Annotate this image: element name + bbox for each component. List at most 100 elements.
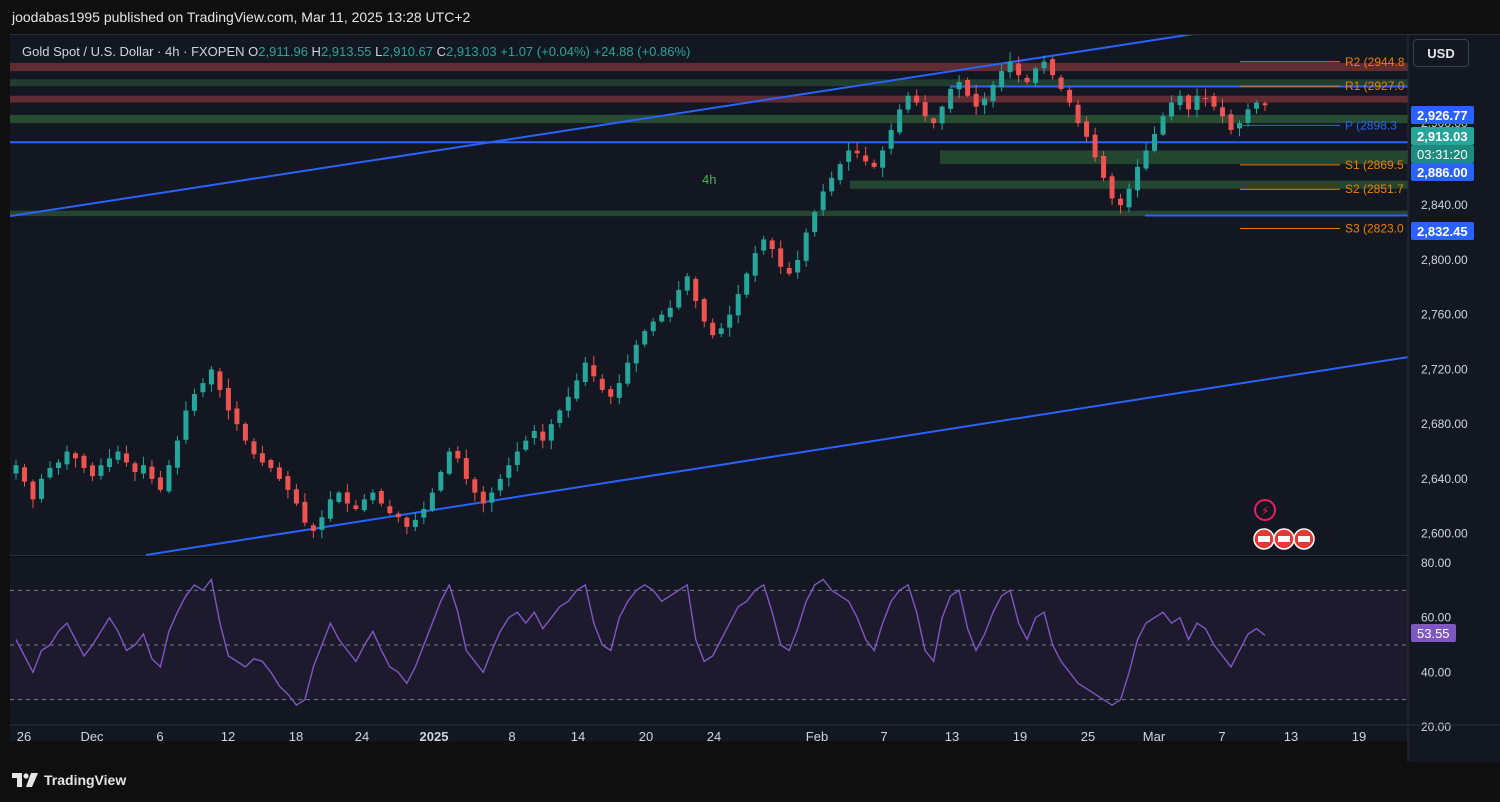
- candle-body: [1220, 107, 1226, 117]
- time-tick-label: Feb: [806, 729, 828, 744]
- candle-body: [676, 290, 682, 308]
- candle-body: [344, 492, 350, 504]
- price-tag-low: 2,832.45: [1411, 222, 1474, 240]
- timeframe-label: 4h: [702, 172, 717, 187]
- candle-body: [1058, 77, 1064, 89]
- rsi-tick-label: 20.00: [1421, 720, 1451, 734]
- candle-body: [1177, 95, 1183, 106]
- candle-body: [89, 465, 95, 477]
- candle-body: [1186, 95, 1192, 110]
- candle-body: [1237, 123, 1243, 129]
- candle-body: [276, 467, 282, 479]
- candle-body: [446, 451, 452, 474]
- candle-body: [242, 423, 248, 441]
- candle-body: [735, 294, 741, 316]
- candle-body: [319, 517, 325, 530]
- candle-body: [1041, 61, 1047, 69]
- candle-body: [1075, 104, 1081, 124]
- candle-body: [897, 109, 903, 133]
- candle-body: [234, 408, 240, 425]
- candle-body: [81, 455, 87, 468]
- price-tick-label: 2,840.00: [1421, 198, 1468, 212]
- candle-body: [123, 453, 129, 463]
- time-tick-label: 24: [707, 729, 721, 744]
- candle-body: [888, 129, 894, 149]
- time-tick-label: 8: [508, 729, 515, 744]
- candle-body: [421, 509, 427, 518]
- candle-body: [599, 378, 605, 390]
- candle-body: [200, 383, 206, 393]
- us-flag-stripe: [1258, 536, 1270, 542]
- rsi-tick-label: 40.00: [1421, 665, 1451, 679]
- candle-body: [548, 424, 554, 441]
- candle-body: [1203, 98, 1209, 100]
- time-tick-label: 19: [1013, 729, 1027, 744]
- candle-body: [565, 396, 571, 411]
- countdown-tag: 03:31:20: [1411, 145, 1474, 163]
- candle-body: [608, 389, 614, 397]
- price-tick-label: 2,640.00: [1421, 472, 1468, 486]
- publisher-caption: joodabas1995 published on TradingView.co…: [12, 9, 471, 25]
- currency-button[interactable]: USD: [1413, 39, 1469, 67]
- candle-body: [506, 465, 512, 478]
- time-tick-label: 26: [17, 729, 31, 744]
- pivot-label: S1 (2869.5: [1345, 158, 1404, 172]
- candle-body: [183, 410, 189, 440]
- pane-divider: [10, 555, 1500, 556]
- footer: [0, 762, 1500, 802]
- candle-body: [982, 98, 988, 106]
- candle-body: [761, 239, 767, 251]
- low-key: L: [375, 44, 383, 59]
- time-tick-label: 6: [156, 729, 163, 744]
- candle-body: [208, 369, 214, 385]
- candle-body: [667, 307, 673, 318]
- candle-body: [1109, 176, 1115, 199]
- candle-body: [591, 365, 597, 377]
- candle-body: [489, 492, 495, 503]
- candle-body: [310, 525, 316, 531]
- candle-body: [98, 465, 104, 476]
- candle-body: [251, 441, 257, 455]
- candle-body: [659, 314, 665, 322]
- tradingview-logo[interactable]: TradingView: [12, 772, 126, 788]
- open-key: O: [248, 44, 259, 59]
- candle-body: [370, 492, 376, 501]
- candle-body: [1169, 102, 1175, 117]
- candle-body: [1126, 188, 1132, 208]
- candle-body: [616, 383, 622, 398]
- candle-body: [336, 492, 342, 502]
- candle-body: [429, 492, 435, 511]
- candle-body: [752, 253, 758, 276]
- candle-body: [693, 278, 699, 301]
- price-chart[interactable]: R3 (2973.6R2 (2944.8R1 (2927.0P (2898.3S…: [10, 35, 1500, 762]
- candle-body: [514, 451, 520, 465]
- price-tick-label: 2,680.00: [1421, 417, 1468, 431]
- candle-body: [1152, 134, 1158, 151]
- time-tick-label: 24: [355, 729, 369, 744]
- candle-body: [642, 331, 648, 345]
- candle-body: [140, 465, 146, 474]
- candle-body: [225, 387, 231, 411]
- footer-brand: TradingView: [44, 772, 127, 788]
- candle-body: [795, 259, 801, 273]
- candle-body: [633, 344, 639, 364]
- candle-body: [268, 459, 274, 468]
- candle-body: [157, 477, 163, 490]
- tradingview-logo-icon: [12, 773, 38, 787]
- zone-3: [10, 114, 1408, 124]
- candle-body: [1067, 89, 1073, 103]
- candle-body: [47, 467, 53, 478]
- candle-body: [378, 490, 384, 504]
- time-tick-label: 13: [1284, 729, 1298, 744]
- high-key: H: [311, 44, 321, 59]
- candle-body: [13, 465, 19, 474]
- chart-frame[interactable]: R3 (2973.6R2 (2944.8R1 (2927.0P (2898.3S…: [10, 34, 1500, 762]
- candle-body: [684, 276, 690, 291]
- time-tick-label: 20: [639, 729, 653, 744]
- us-flag-stripe: [1298, 536, 1310, 542]
- channel-upper-line: [10, 35, 1194, 218]
- candle-body: [582, 362, 588, 383]
- candle-body: [1007, 61, 1013, 73]
- candle-body: [914, 95, 920, 103]
- candle-body: [64, 451, 70, 465]
